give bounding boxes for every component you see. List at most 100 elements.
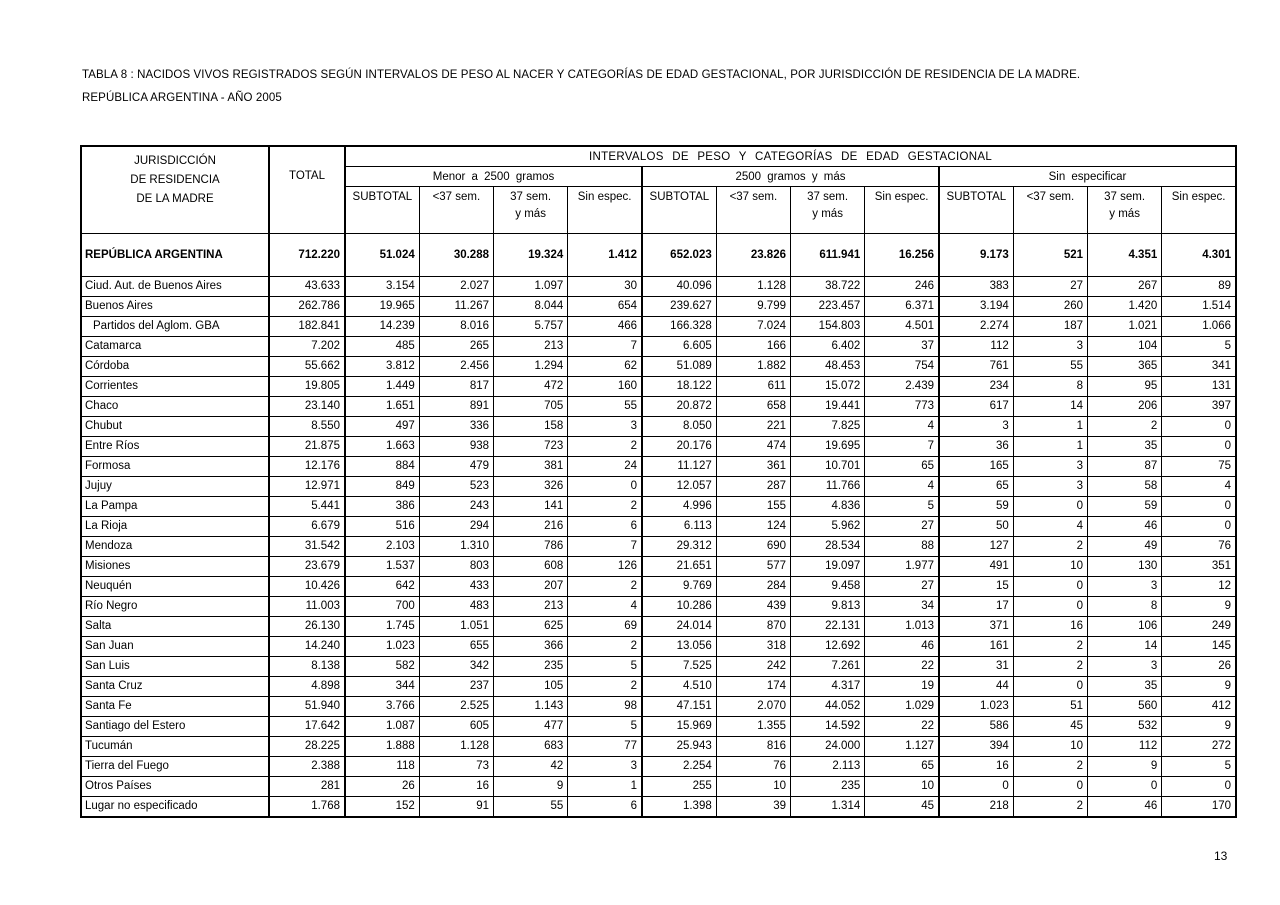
value-cell: 12.971 [268, 476, 346, 497]
table-row: Corrientes 19.805 1.449 817 472 160 18.122 611 1… [80, 376, 1237, 397]
value-cell: 8.016 [418, 316, 495, 337]
value-cell: 1.977 [864, 556, 940, 577]
value-cell: 9.813 [789, 596, 866, 617]
value-cell: 22 [864, 656, 940, 677]
table-row: Río Negro 11.003 700 483 213 4 10.286 439 9.813 3… [80, 596, 1237, 617]
value-cell: 521 [1012, 233, 1089, 277]
value-cell: 10 [1012, 736, 1089, 757]
value-cell: 75 [1161, 456, 1237, 477]
value-cell: 7.202 [268, 336, 346, 357]
jurisdiction-label: Partidos del Aglom. GBA [80, 316, 270, 337]
value-cell: 19.441 [789, 396, 866, 417]
column-header-subtotal: SUBTOTAL [640, 186, 717, 234]
value-cell: 88 [864, 536, 940, 557]
value-cell: 1.066 [1161, 316, 1237, 337]
value-cell: 700 [343, 596, 420, 617]
value-cell: 161 [937, 636, 1014, 657]
value-cell: 3 [1012, 476, 1089, 497]
title-line-1: TABLA 8 : NACIDOS VIVOS REGISTRADOS SEGÚ… [82, 69, 1081, 81]
value-cell: 9 [492, 776, 569, 797]
value-cell: 58 [1086, 476, 1163, 497]
value-cell: 1.087 [343, 716, 420, 737]
value-cell: 2.070 [715, 696, 792, 717]
value-cell: 260 [1012, 296, 1089, 317]
value-cell: 45 [864, 796, 940, 818]
value-cell: 37 [864, 336, 940, 357]
value-cell: 4 [864, 476, 940, 497]
value-cell: 206 [1086, 396, 1163, 417]
value-cell: 0 [1161, 436, 1237, 457]
value-cell: 690 [715, 536, 792, 557]
value-cell: 294 [418, 516, 495, 537]
value-cell: 22 [864, 716, 940, 737]
value-cell: 287 [715, 476, 792, 497]
table-row: Neuquén 10.426 642 433 207 2 9.769 284 9.458 27 15… [80, 576, 1237, 597]
table-row: Otros Países 281 26 16 9 1 255 10 235 10 0 0 0 0 [80, 776, 1237, 797]
header-jurisdiction-line1: JURISDICCIÓN [134, 155, 216, 167]
value-cell: 472 [492, 376, 569, 397]
table-row: Tierra del Fuego 2.388 118 73 42 3 2.254 76 2.11… [80, 756, 1237, 777]
value-cell: 17.642 [268, 716, 346, 737]
value-cell: 10.701 [789, 456, 866, 477]
value-cell: 4 [1161, 476, 1237, 497]
value-cell: 51.089 [640, 356, 717, 377]
value-cell: 683 [492, 736, 569, 757]
value-cell: 13.056 [640, 636, 717, 657]
value-cell: 127 [937, 536, 1014, 557]
table-row: Lugar no especificado 1.768 152 91 55 6 1.398 3… [80, 796, 1237, 818]
value-cell: 4.301 [1161, 233, 1237, 277]
jurisdiction-label: Chaco [80, 396, 270, 417]
value-cell: 8.050 [640, 416, 717, 437]
value-cell: 19.805 [268, 376, 346, 397]
value-cell: 658 [715, 396, 792, 417]
value-cell: 1.097 [492, 276, 569, 297]
jurisdiction-label: San Juan [80, 636, 270, 657]
value-cell: 7 [864, 436, 940, 457]
value-cell: 479 [418, 456, 495, 477]
value-cell: 36 [937, 436, 1014, 457]
value-cell: 38.722 [789, 276, 866, 297]
value-cell: 43.633 [268, 276, 346, 297]
value-cell: 19.965 [343, 296, 420, 317]
table-row: Jujuy 12.971 849 523 326 0 12.057 287 11.766 4 65 3… [80, 476, 1237, 497]
value-cell: 221 [715, 416, 792, 437]
value-cell: 42 [492, 756, 569, 777]
value-cell: 7.024 [715, 316, 792, 337]
value-cell: 491 [937, 556, 1014, 577]
value-cell: 6.371 [864, 296, 940, 317]
value-cell: 89 [1161, 276, 1237, 297]
value-cell: 267 [1086, 276, 1163, 297]
value-cell: 342 [418, 656, 495, 677]
value-cell: 12 [1161, 576, 1237, 597]
value-cell: 35 [1086, 436, 1163, 457]
value-cell: 3.812 [343, 356, 420, 377]
jurisdiction-label: San Luis [80, 656, 270, 677]
value-cell: 11.267 [418, 296, 495, 317]
value-cell: 849 [343, 476, 420, 497]
jurisdiction-label: Otros Países [80, 776, 270, 797]
value-cell: 11.003 [268, 596, 346, 617]
value-cell: 20.176 [640, 436, 717, 457]
value-cell: 284 [715, 576, 792, 597]
jurisdiction-label: Santa Cruz [80, 676, 270, 697]
value-cell: 0 [1012, 596, 1089, 617]
value-cell: 1.127 [864, 736, 940, 757]
value-cell: 187 [1012, 316, 1089, 337]
value-cell: 12.692 [789, 636, 866, 657]
value-cell: 3 [937, 416, 1014, 437]
value-cell: 23.679 [268, 556, 346, 577]
value-cell: 4.898 [268, 676, 346, 697]
value-cell: 24 [567, 456, 643, 477]
value-cell: 1.412 [567, 233, 643, 277]
value-cell: 10 [1012, 556, 1089, 577]
value-cell: 723 [492, 436, 569, 457]
value-cell: 16 [1012, 616, 1089, 637]
header-group-2500-y-mas: 2500 gramos y más [641, 166, 940, 187]
value-cell: 65 [937, 476, 1014, 497]
value-cell: 497 [343, 416, 420, 437]
value-cell: 265 [418, 336, 495, 357]
value-cell: 18.122 [640, 376, 717, 397]
value-cell: 7 [567, 336, 643, 357]
value-cell: 130 [1086, 556, 1163, 577]
value-cell: 27 [864, 516, 940, 537]
